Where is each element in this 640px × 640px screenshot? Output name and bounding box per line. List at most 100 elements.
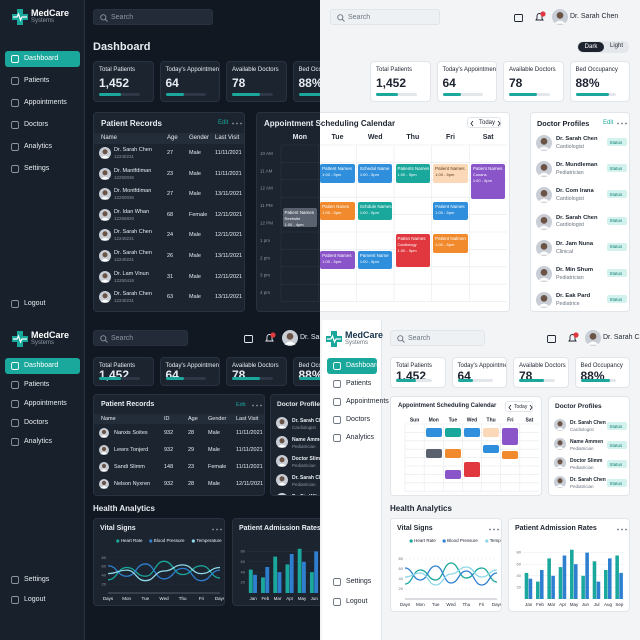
- card: Available Doctors 78: [226, 61, 287, 102]
- badge: [540, 11, 546, 17]
- status-badge[interactable]: Status: [607, 190, 627, 199]
- event[interactable]: [425, 449, 442, 458]
- status-badge[interactable]: Status: [607, 460, 627, 468]
- theme-light[interactable]: Light: [610, 43, 624, 49]
- panel-title: Patient Records: [101, 401, 155, 408]
- event[interactable]: [502, 450, 519, 460]
- today-button[interactable]: Today: [505, 401, 533, 412]
- status-badge[interactable]: Status: [607, 479, 627, 487]
- patient-id: 12240231: [114, 236, 135, 242]
- panel-title: Appointment Scheduling Calendar: [264, 119, 320, 128]
- bar: [619, 572, 623, 599]
- event[interactable]: Patients Names 1:00 - 5pm: [395, 164, 431, 184]
- nav-item[interactable]: Patients: [327, 376, 377, 392]
- event[interactable]: Patient Names Cunans 1:00 - 5pm: [470, 164, 506, 199]
- patient-id: 12256820: [114, 215, 135, 221]
- event[interactable]: [444, 470, 461, 479]
- avatar-head: [102, 211, 108, 217]
- theme-dark[interactable]: Dark: [578, 42, 604, 52]
- nav-item[interactable]: Analytics: [5, 434, 80, 450]
- search-box[interactable]: Search: [93, 9, 213, 25]
- event-name: Patient Names: [472, 166, 503, 172]
- table-header: [94, 414, 264, 424]
- nav-item[interactable]: Logout: [5, 296, 80, 312]
- event[interactable]: [444, 428, 461, 437]
- avatar-head: [101, 446, 107, 452]
- event[interactable]: Patient Nalmen 1:00 - 5pm: [433, 233, 468, 253]
- x-tick-label: Thu: [179, 596, 187, 601]
- event[interactable]: [444, 449, 461, 458]
- theme-toggle[interactable]: Dark Light: [577, 41, 629, 53]
- status-badge[interactable]: Status: [607, 138, 627, 146]
- nav-item[interactable]: Settings: [327, 574, 377, 590]
- status-badge[interactable]: Status: [607, 216, 627, 225]
- nav-item[interactable]: Dashboard: [327, 358, 380, 374]
- event[interactable]: [463, 428, 481, 437]
- event[interactable]: Patient Names 1:00 - 5pm: [320, 251, 355, 269]
- nav-item[interactable]: Doctors: [5, 415, 80, 431]
- edit-link[interactable]: Edit: [603, 120, 614, 126]
- nav-item[interactable]: Doctors: [327, 412, 377, 428]
- event[interactable]: [463, 461, 481, 477]
- nav-item[interactable]: Patients: [5, 377, 80, 393]
- nav-item[interactable]: Settings: [5, 161, 80, 177]
- avatar-head: [540, 164, 548, 171]
- event[interactable]: [483, 445, 500, 454]
- doctor-specialty: Cardiologist: [292, 425, 316, 430]
- event[interactable]: Patisn Names Cardiology 1:00 - 5pm: [395, 233, 431, 267]
- avatar-head: [589, 333, 597, 340]
- event[interactable]: Pattent Names 1:00 - 5pm: [320, 164, 355, 184]
- status-badge[interactable]: Status: [607, 422, 627, 430]
- status-badge[interactable]: Status: [607, 269, 627, 277]
- status-badge[interactable]: Status: [607, 295, 627, 304]
- nav-item[interactable]: Analytics: [327, 430, 377, 446]
- nav-item[interactable]: Logout: [327, 594, 377, 610]
- edit-link[interactable]: Edit: [236, 402, 246, 408]
- avatar: [536, 187, 552, 204]
- event[interactable]: Patient Names 1:00 - 5pm: [433, 202, 468, 220]
- event[interactable]: [483, 428, 500, 437]
- stat-label: Available Doctors: [519, 363, 566, 369]
- search-box[interactable]: Search: [330, 9, 440, 25]
- nav-item[interactable]: Dashboard: [5, 51, 80, 67]
- nav-item[interactable]: Doctors: [5, 117, 80, 133]
- event[interactable]: Schedul Name 1:00 - 5pm: [357, 164, 393, 184]
- stat-label: Total Patients: [396, 363, 433, 369]
- progress-bar: [165, 377, 184, 380]
- today-button[interactable]: Today: [467, 117, 501, 128]
- event[interactable]: [425, 428, 442, 437]
- status-badge[interactable]: Status: [607, 242, 627, 251]
- event[interactable]: Patient Names Reebstie 1:00 - 4pm: [282, 207, 318, 227]
- avatar: [554, 476, 566, 488]
- nav-item[interactable]: Appointments: [5, 95, 80, 111]
- nav-item[interactable]: Settings: [5, 572, 80, 588]
- bar: [608, 558, 612, 599]
- x-tick-label: Jun: [582, 602, 590, 607]
- nav-item[interactable]: Appointments: [5, 396, 80, 412]
- event[interactable]: [502, 428, 519, 445]
- badge: [270, 332, 276, 338]
- cell: 13/11/2021: [215, 294, 243, 301]
- event[interactable]: Patien Nanes 1:00 - 5pm: [320, 202, 355, 220]
- stat-label: Available Doctors: [232, 67, 279, 73]
- nav-item[interactable]: Logout: [5, 592, 80, 608]
- progress-track: [232, 377, 273, 380]
- search-box[interactable]: Search: [390, 330, 485, 346]
- vital-chart: Heart Rate Blood Pressure Temperature 20 40 6…: [102, 538, 224, 601]
- avatar: [99, 208, 111, 221]
- nav-item[interactable]: Analytics: [5, 139, 80, 155]
- status-badge[interactable]: Status: [607, 441, 627, 449]
- nav-item[interactable]: Patients: [5, 73, 80, 89]
- nav-item[interactable]: Dashboard: [5, 358, 80, 374]
- search-box[interactable]: Search: [93, 330, 188, 346]
- event[interactable]: Pament Name 1:00 - 5pm: [357, 251, 393, 269]
- nav-item[interactable]: Appointments: [327, 394, 389, 410]
- edit-link[interactable]: Edit: [218, 120, 229, 126]
- event[interactable]: Schdule Names 1:00 - 5pm: [357, 202, 393, 220]
- avatar-head: [540, 269, 548, 276]
- status-badge[interactable]: Status: [607, 164, 627, 173]
- event-time: 1:00 - 5pm: [322, 210, 342, 216]
- cell: 932: [164, 447, 174, 453]
- event[interactable]: Patient Names 1:00 - 5pm: [433, 164, 468, 184]
